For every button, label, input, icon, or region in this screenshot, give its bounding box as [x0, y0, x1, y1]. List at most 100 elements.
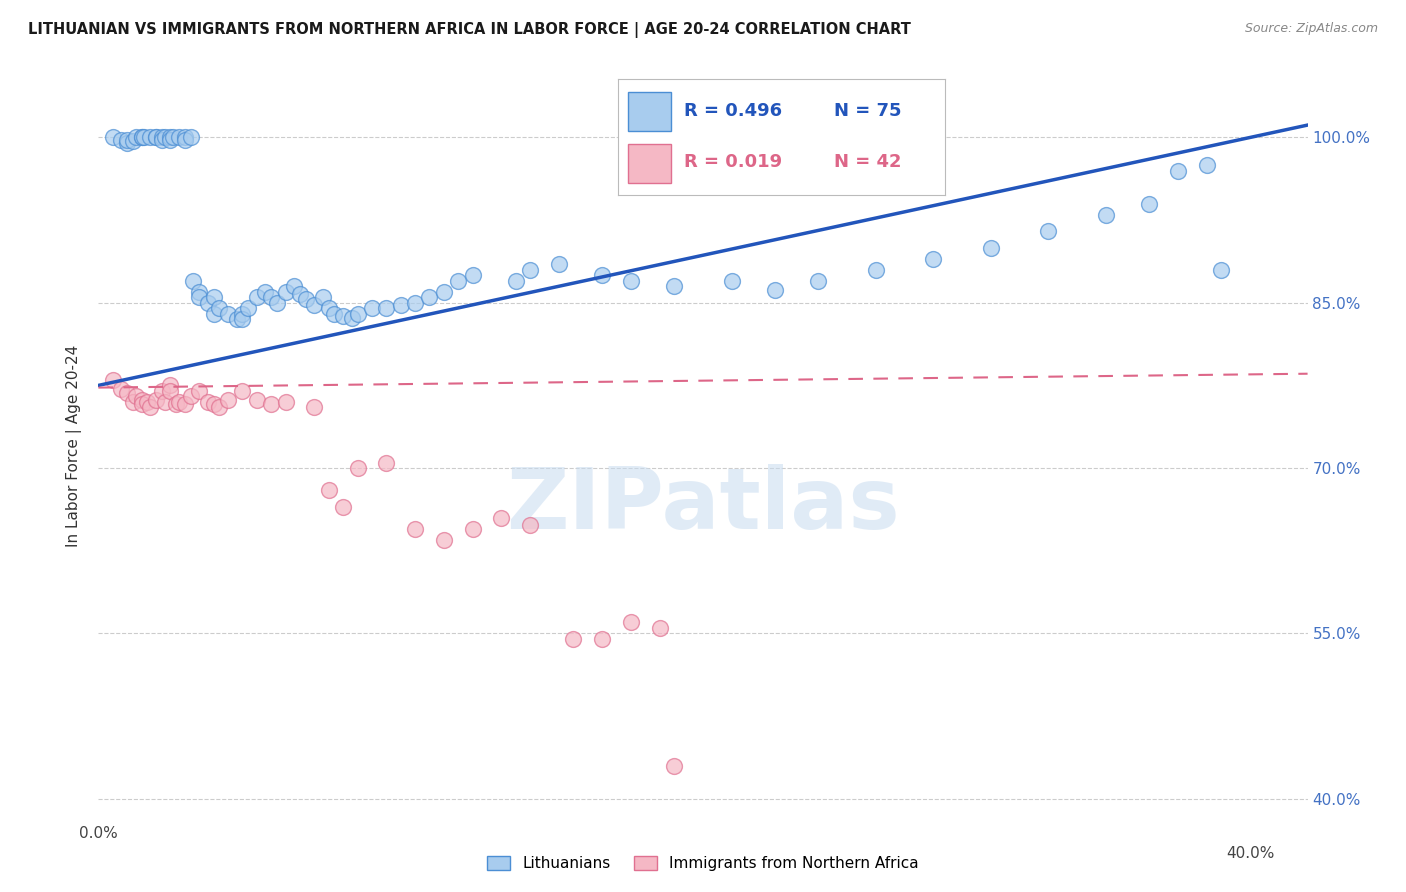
- Point: [562, 632, 585, 646]
- Point: [266, 295, 288, 310]
- Point: [274, 285, 297, 299]
- Point: [197, 295, 219, 310]
- Point: [188, 290, 211, 304]
- Point: [225, 312, 247, 326]
- Point: [122, 395, 145, 409]
- Point: [131, 130, 153, 145]
- Point: [153, 130, 176, 145]
- Point: [125, 130, 148, 145]
- Point: [159, 378, 181, 392]
- Point: [101, 130, 124, 145]
- Point: [202, 290, 225, 304]
- Point: [231, 307, 253, 321]
- Point: [165, 397, 187, 411]
- Point: [167, 395, 190, 409]
- Point: [202, 397, 225, 411]
- Point: [217, 307, 239, 321]
- Y-axis label: In Labor Force | Age 20-24: In Labor Force | Age 20-24: [66, 345, 83, 547]
- Point: [332, 309, 354, 323]
- Point: [159, 133, 181, 147]
- Point: [288, 287, 311, 301]
- Point: [340, 311, 363, 326]
- Point: [664, 279, 686, 293]
- Point: [346, 307, 368, 321]
- Text: ZIPatlas: ZIPatlas: [506, 465, 900, 548]
- Point: [217, 392, 239, 407]
- Point: [505, 274, 527, 288]
- Point: [1137, 196, 1160, 211]
- Point: [283, 279, 305, 293]
- Point: [375, 456, 398, 470]
- Point: [145, 392, 167, 407]
- Point: [115, 386, 138, 401]
- Point: [491, 510, 513, 524]
- Point: [134, 130, 156, 145]
- Point: [980, 241, 1002, 255]
- Point: [447, 274, 470, 288]
- Point: [131, 397, 153, 411]
- Point: [122, 134, 145, 148]
- Point: [332, 500, 354, 514]
- Point: [720, 274, 742, 288]
- Point: [763, 283, 786, 297]
- Point: [591, 632, 613, 646]
- Point: [202, 307, 225, 321]
- Point: [304, 401, 326, 415]
- Point: [389, 298, 412, 312]
- Point: [648, 621, 671, 635]
- Point: [519, 262, 541, 277]
- Point: [591, 268, 613, 283]
- Point: [173, 130, 195, 145]
- Point: [139, 130, 162, 145]
- Point: [139, 401, 162, 415]
- Point: [145, 130, 167, 145]
- Point: [231, 384, 253, 398]
- Point: [197, 395, 219, 409]
- Point: [115, 136, 138, 150]
- Point: [1211, 262, 1233, 277]
- Point: [183, 274, 205, 288]
- Point: [664, 758, 686, 772]
- Point: [150, 130, 173, 145]
- Point: [461, 268, 484, 283]
- Point: [461, 522, 484, 536]
- Point: [620, 274, 643, 288]
- Point: [318, 301, 340, 316]
- Point: [312, 290, 335, 304]
- Point: [180, 389, 202, 403]
- Point: [318, 483, 340, 497]
- Point: [208, 401, 231, 415]
- Point: [180, 130, 202, 145]
- Point: [375, 301, 398, 316]
- Point: [236, 301, 259, 316]
- Point: [231, 312, 253, 326]
- Point: [433, 533, 456, 547]
- Point: [150, 384, 173, 398]
- Point: [167, 130, 190, 145]
- Point: [125, 389, 148, 403]
- Legend: Lithuanians, Immigrants from Northern Africa: Lithuanians, Immigrants from Northern Af…: [481, 850, 925, 877]
- Point: [246, 392, 269, 407]
- Point: [1038, 224, 1060, 238]
- Point: [1095, 208, 1118, 222]
- Point: [188, 285, 211, 299]
- Point: [260, 397, 283, 411]
- Point: [548, 257, 571, 271]
- Point: [159, 130, 181, 145]
- Point: [136, 395, 159, 409]
- Point: [145, 130, 167, 145]
- Point: [346, 461, 368, 475]
- Point: [254, 285, 277, 299]
- Point: [159, 384, 181, 398]
- Point: [418, 290, 440, 304]
- Point: [188, 384, 211, 398]
- Point: [115, 133, 138, 147]
- Point: [1167, 163, 1189, 178]
- Point: [294, 293, 316, 307]
- Point: [110, 382, 132, 396]
- Point: [404, 522, 426, 536]
- Text: LITHUANIAN VS IMMIGRANTS FROM NORTHERN AFRICA IN LABOR FORCE | AGE 20-24 CORRELA: LITHUANIAN VS IMMIGRANTS FROM NORTHERN A…: [28, 22, 911, 38]
- Point: [246, 290, 269, 304]
- Point: [922, 252, 945, 266]
- Point: [404, 295, 426, 310]
